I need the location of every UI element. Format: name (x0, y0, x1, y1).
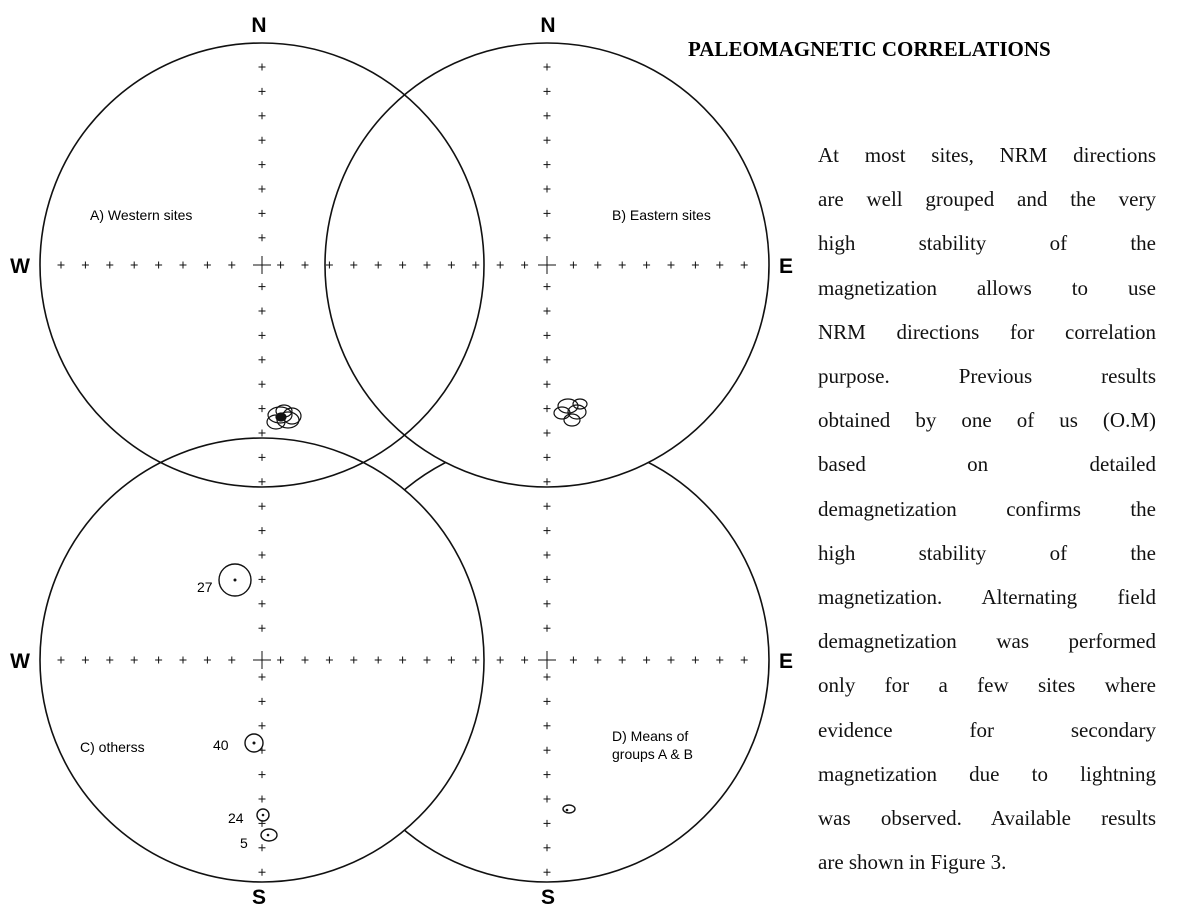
panel-label: A) Western sites (90, 207, 192, 223)
text-line: are well grouped and the very (818, 187, 1156, 212)
text-line: At most sites, NRM directions (818, 143, 1156, 167)
site-label: 27 (197, 579, 213, 595)
text-line: was observed. Available results (818, 806, 1156, 831)
east-label: E (779, 650, 793, 673)
site-label: 40 (213, 737, 229, 753)
west-label: W (10, 255, 30, 278)
text-line: demagnetization was performed (818, 629, 1156, 654)
site-circles (218, 563, 576, 842)
text-line: demagnetization confirms the (818, 496, 1156, 521)
north-label: N (540, 14, 555, 37)
panel-label: C) otherss (80, 739, 145, 755)
text-line: high stability of the (818, 231, 1156, 256)
text-line: magnetization allows to use (818, 275, 1156, 300)
paragraph: At most sites, NRM directions are well gr… (818, 133, 1156, 884)
text-line: magnetization due to lightning (818, 761, 1156, 786)
south-label: S (541, 886, 555, 907)
cluster-b (553, 398, 588, 427)
west-label: W (10, 650, 30, 673)
text-line: only for a few sites where (818, 673, 1156, 698)
axis-ticks (57, 63, 748, 876)
net-a (39, 42, 485, 488)
text-line: based on detailed (818, 452, 1156, 477)
text-line: magnetization. Alternating field (818, 585, 1156, 610)
panel-label: B) Eastern sites (612, 207, 711, 223)
text-line: NRM directions for correlation (818, 319, 1156, 344)
panel-label: D) Means of (612, 728, 688, 744)
south-label: S (252, 886, 266, 907)
panel-label: groups A & B (612, 746, 693, 762)
cluster-a (266, 404, 302, 430)
text-line: obtained by one of us (O.M) (818, 408, 1156, 433)
east-label: E (779, 255, 793, 278)
text-line: are shown in Figure 3. (818, 850, 1007, 875)
text-line: high stability of the (818, 540, 1156, 565)
site-label: 5 (240, 835, 248, 851)
text-line: purpose. Previous results (818, 364, 1156, 389)
heading: PALEOMAGNETIC CORRELATIONS (688, 37, 1051, 61)
site-label: 24 (228, 810, 244, 826)
north-label: N (251, 14, 266, 37)
text-line: evidence for secondary (818, 717, 1156, 742)
site-dots (233, 578, 569, 837)
